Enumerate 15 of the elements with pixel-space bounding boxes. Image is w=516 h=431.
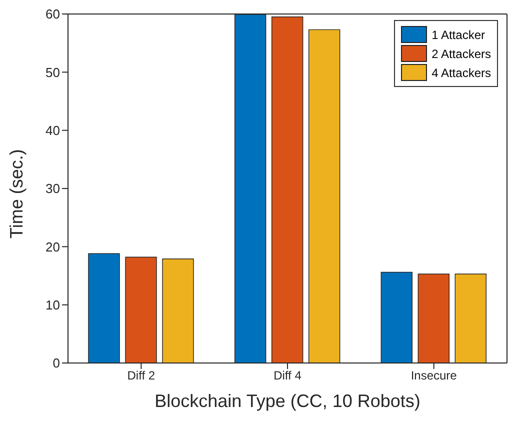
y-tick-label: 30: [46, 181, 60, 196]
y-tick-label: 60: [46, 6, 60, 22]
legend-label: 2 Attackers: [432, 46, 491, 60]
x-tick-label: Diff 2: [127, 368, 156, 383]
x-tick-label: Insecure: [410, 368, 458, 383]
x-axis-title: Blockchain Type (CC, 10 Robots): [154, 391, 420, 411]
x-tick-label: Diff 4: [274, 368, 302, 383]
y-tick-label: 10: [46, 297, 60, 312]
y-tick-label: 40: [46, 122, 60, 138]
y-tick-label: 50: [46, 64, 60, 80]
legend-label: 4 Attackers: [432, 66, 491, 80]
y-tick-label: 0: [52, 356, 60, 371]
y-axis-title: Time (sec.): [6, 149, 26, 238]
y-tick-label: 20: [46, 239, 60, 254]
legend-label: 1 Attacker: [432, 28, 485, 42]
